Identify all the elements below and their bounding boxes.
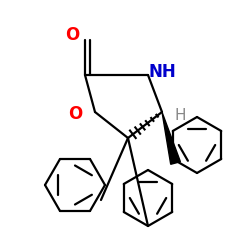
Text: O: O (68, 105, 82, 123)
Text: H: H (174, 108, 186, 122)
Polygon shape (162, 112, 180, 164)
Text: NH: NH (148, 63, 176, 81)
Text: O: O (65, 26, 79, 44)
